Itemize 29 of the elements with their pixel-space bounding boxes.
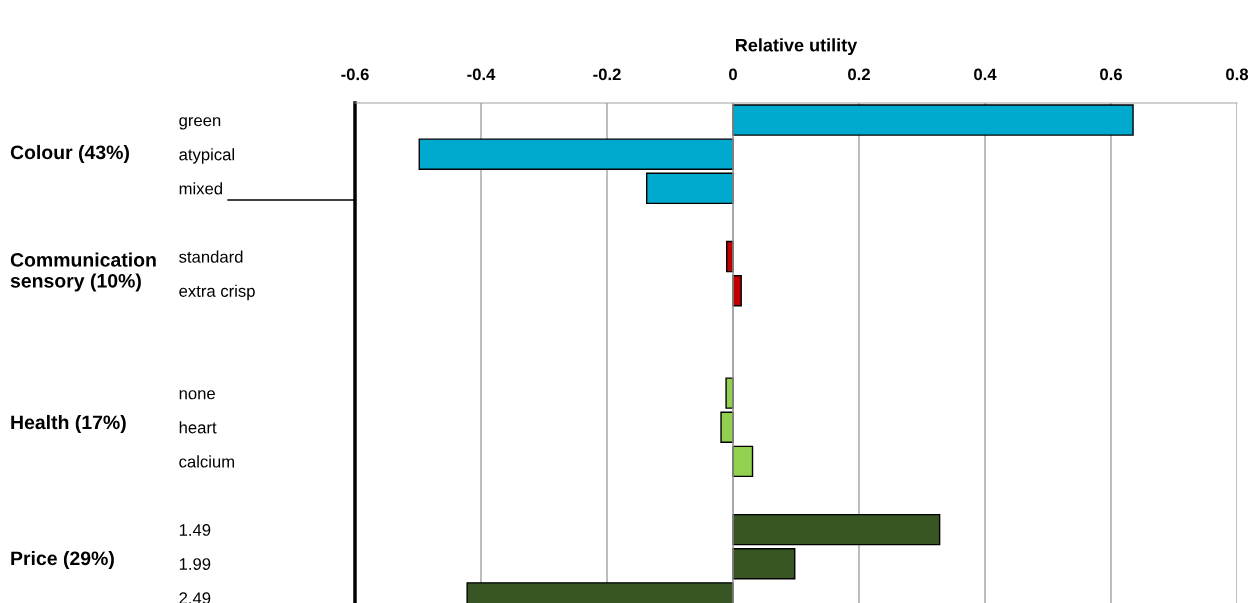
x-tick-label: 0	[729, 68, 737, 81]
y-tick-label: heart	[179, 421, 217, 434]
bar	[645, 172, 734, 205]
y-tick-label: standard	[179, 250, 243, 263]
bar	[732, 104, 1134, 136]
x-tick-label: 0.2	[848, 68, 870, 81]
x-tick-label: -0.2	[593, 68, 621, 81]
y-tick-label: calcium	[179, 455, 235, 468]
x-axis-title: Relative utility	[736, 38, 858, 56]
text: Communication sensory (10%)	[10, 252, 156, 292]
y-tick-label: green	[179, 117, 221, 130]
text: Colour (43%)	[10, 144, 129, 164]
x-tick-label: 0.4	[974, 68, 997, 81]
x-tick-label: -0.4	[467, 68, 496, 81]
x-tick-label: 0.6	[1100, 68, 1122, 81]
bar	[418, 138, 734, 170]
x-tick-label: 0.8	[1226, 68, 1249, 81]
text: Health (17%)	[11, 414, 126, 434]
x-tick-label: -0.6	[341, 68, 369, 81]
bar	[732, 445, 754, 478]
y-tick-label: mixed	[179, 182, 222, 195]
y-tick-label: atypical	[179, 148, 235, 164]
bar	[732, 548, 796, 580]
y-tick-label: 1.49	[179, 524, 211, 536]
bar	[732, 513, 941, 546]
y-tick-label: 1.99	[179, 558, 211, 570]
y-tick-label: none	[179, 390, 215, 400]
y-tick-label: extra crisp	[179, 284, 255, 301]
text: Price (29%)	[11, 550, 114, 570]
